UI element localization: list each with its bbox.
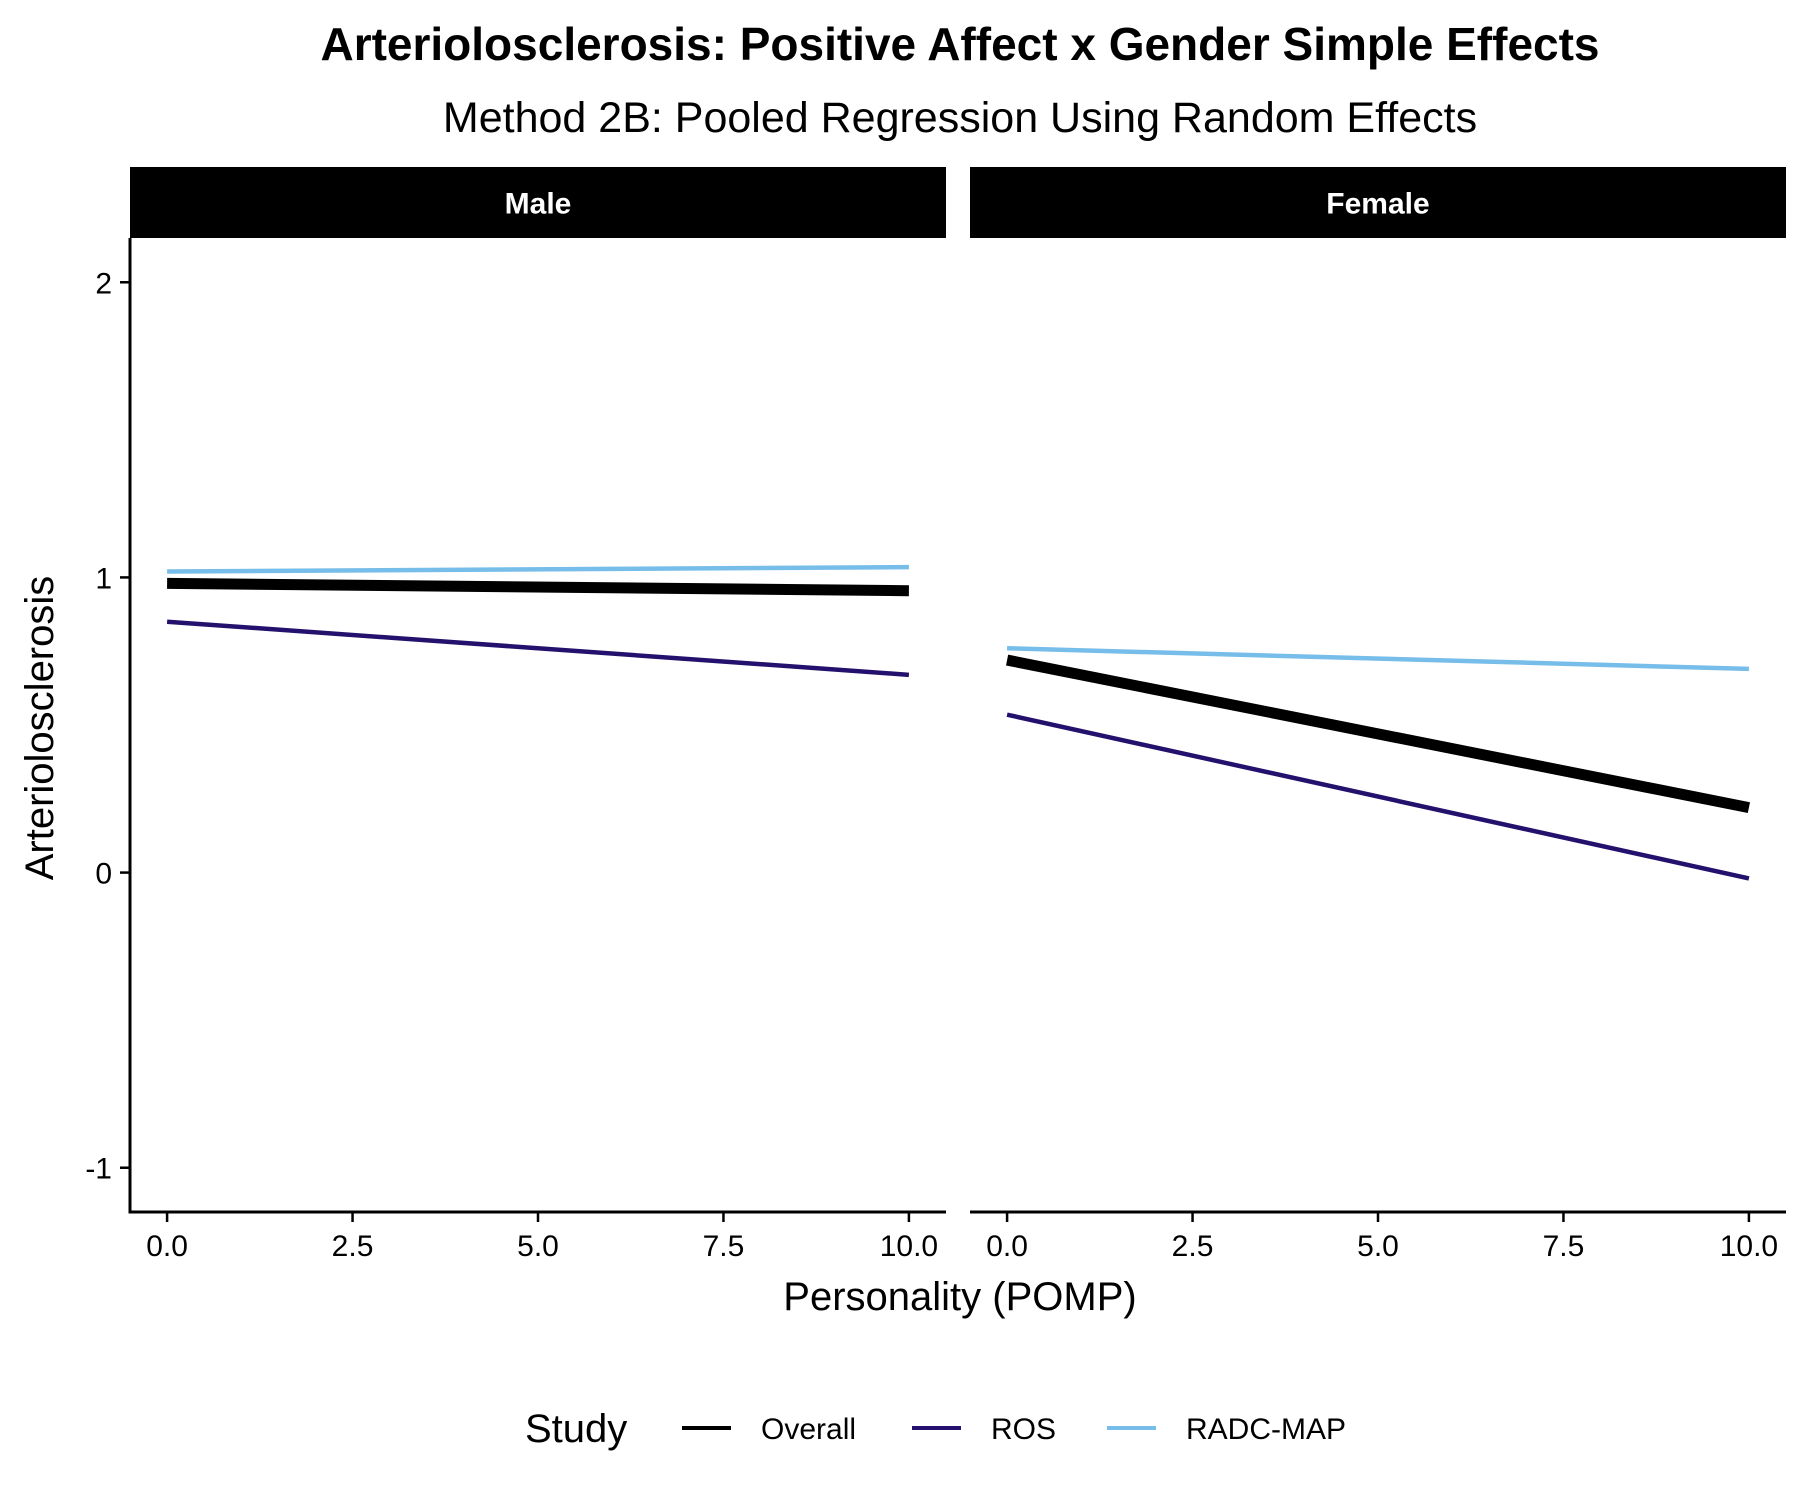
x-tick-label-male: 2.5 (332, 1230, 374, 1263)
chart-title: Arteriolosclerosis: Positive Affect x Ge… (320, 18, 1599, 70)
x-tick-label-male: 0.0 (146, 1230, 188, 1263)
y-tick-label: 2 (95, 267, 112, 300)
legend-label-radc-map: RADC-MAP (1186, 1413, 1346, 1446)
line-male-ros (166, 619, 910, 678)
y-axis-title: Arteriolosclerosis (18, 576, 62, 881)
strip-female (970, 167, 1786, 238)
strip-label-female: Female (1326, 188, 1429, 221)
x-tick-label-male: 10.0 (880, 1230, 938, 1263)
line-male-overall (167, 577, 909, 597)
x-tick-label-male: 7.5 (703, 1230, 745, 1263)
x-tick-label-female: 7.5 (1543, 1230, 1585, 1263)
line-female-overall (1006, 654, 1750, 814)
x-tick-label-female: 2.5 (1172, 1230, 1214, 1263)
x-tick-label-female: 5.0 (1357, 1230, 1399, 1263)
strip-label-male: Male (505, 188, 572, 221)
panel-female: Female 0.0 2.5 5.0 7.5 10.0 (970, 167, 1786, 1263)
x-axis-title: Personality (POMP) (783, 1275, 1136, 1319)
line-male-radc-map (167, 564, 909, 574)
chart-subtitle: Method 2B: Pooled Regression Using Rando… (443, 94, 1477, 142)
panel-male: Male 0.0 2.5 5.0 7.5 10.0 -1 0 1 2 (85, 167, 946, 1263)
line-female-ros (1006, 712, 1750, 881)
y-tick-label: -1 (85, 1153, 112, 1186)
strip-male (130, 167, 946, 238)
x-tick-label-female: 0.0 (986, 1230, 1028, 1263)
legend-label-overall: Overall (761, 1413, 856, 1446)
y-tick-label: 0 (95, 858, 112, 891)
x-tick-label-female: 10.0 (1720, 1230, 1778, 1263)
line-female-radc-map (1007, 646, 1749, 672)
legend-label-ros: ROS (991, 1413, 1056, 1446)
legend-title: Study (525, 1407, 627, 1451)
y-tick-label: 1 (95, 562, 112, 595)
legend: Study Overall ROS RADC-MAP (525, 1407, 1346, 1451)
x-tick-label-male: 5.0 (517, 1230, 559, 1263)
facet-panels: Male 0.0 2.5 5.0 7.5 10.0 -1 0 1 2 Female 0.0 2.5 5.0… (85, 167, 1786, 1263)
